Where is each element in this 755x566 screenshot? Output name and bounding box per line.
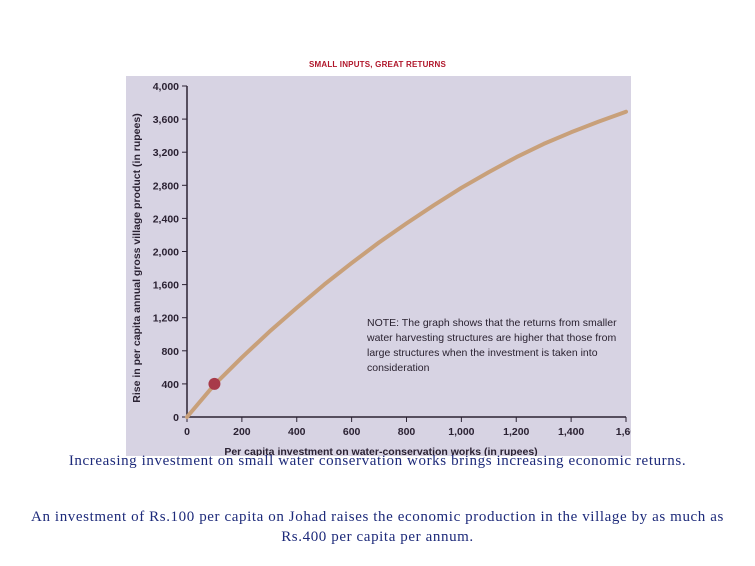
x-tick-label: 1,60 xyxy=(616,426,631,438)
y-axis-label: Rise in per capita annual gross village … xyxy=(131,113,143,402)
x-tick-label: 400 xyxy=(288,426,306,438)
x-tick-label: 1,400 xyxy=(558,426,584,438)
x-tick-label: 800 xyxy=(398,426,416,438)
y-tick-label: 4,000 xyxy=(153,81,179,93)
chart-svg: 04008001,2001,6002,0002,4002,8003,2003,6… xyxy=(131,81,631,456)
y-tick-label: 800 xyxy=(161,346,179,358)
x-tick-label: 600 xyxy=(343,426,361,438)
x-tick-label: 0 xyxy=(184,426,190,438)
y-tick-label: 2,000 xyxy=(153,247,179,259)
chart-title: SMALL INPUTS, GREAT RETURNS xyxy=(308,60,447,69)
y-tick-label: 2,400 xyxy=(153,213,179,225)
series-group xyxy=(185,109,628,419)
tick-group: 04008001,2001,6002,0002,4002,8003,2003,6… xyxy=(153,81,631,438)
caption-line-2: An investment of Rs.100 per capita on Jo… xyxy=(31,509,724,545)
x-tick-label: 1,200 xyxy=(503,426,529,438)
y-tick-label: 3,600 xyxy=(153,114,179,126)
y-tick-label: 0 xyxy=(173,412,179,424)
caption-line-1: Increasing investment on small water con… xyxy=(68,453,687,469)
y-tick-label: 1,600 xyxy=(153,280,179,292)
highlight-point xyxy=(208,377,221,390)
y-tick-label: 400 xyxy=(161,379,179,391)
y-tick-label: 3,200 xyxy=(153,147,179,159)
y-tick-label: 2,800 xyxy=(153,180,179,192)
x-tick-label: 200 xyxy=(233,426,251,438)
x-axis-label: Per capita investment on water-conservat… xyxy=(224,446,537,456)
x-tick-label: 1,000 xyxy=(448,426,474,438)
series-line xyxy=(185,109,628,419)
chart-note: NOTE: The graph shows that the returns f… xyxy=(367,317,617,374)
y-tick-label: 1,200 xyxy=(153,313,179,325)
